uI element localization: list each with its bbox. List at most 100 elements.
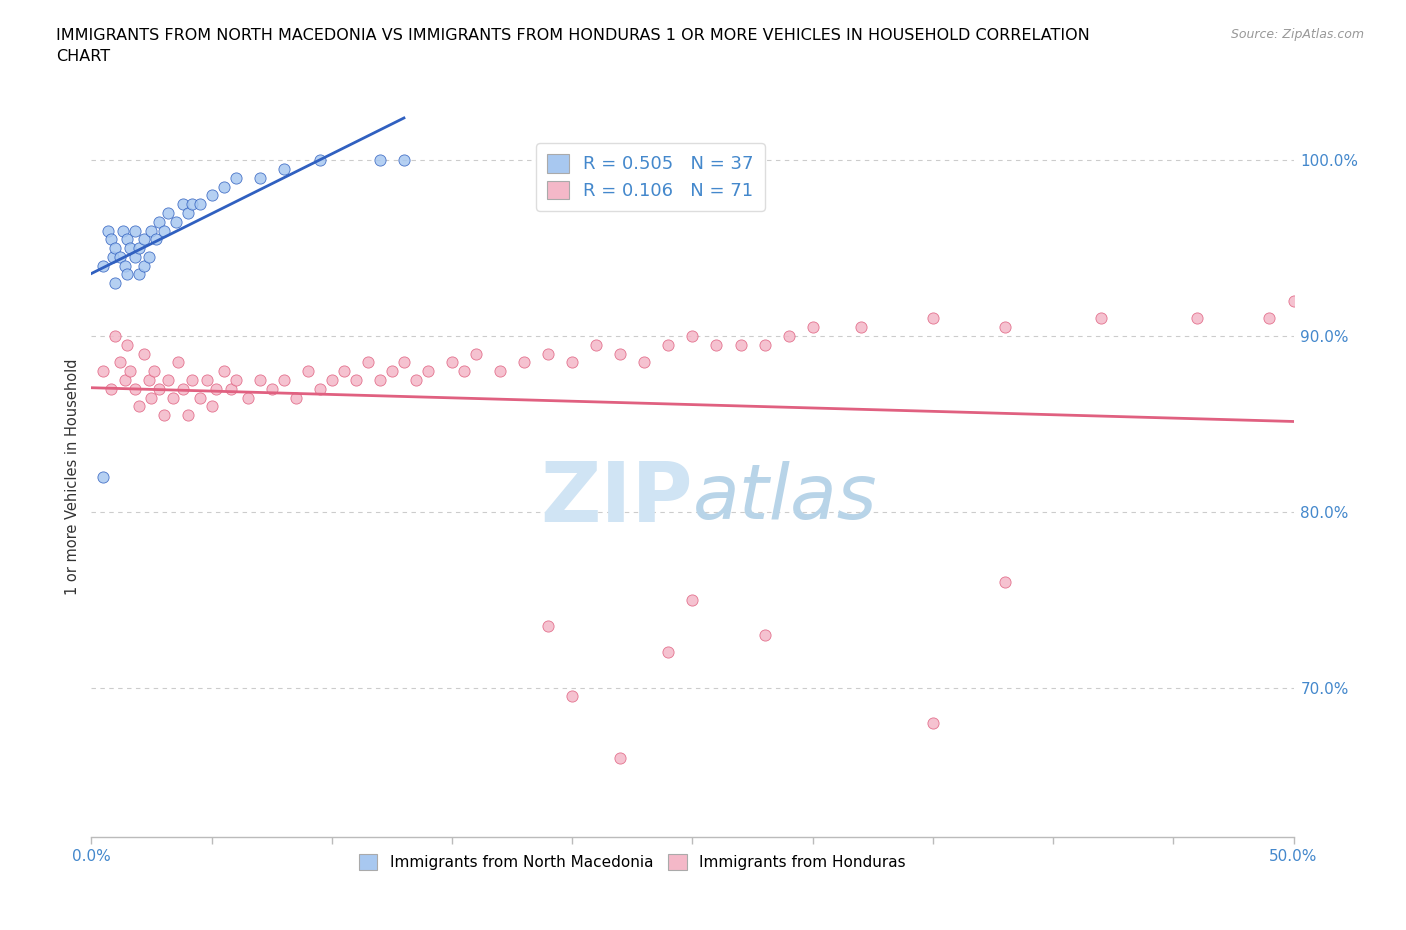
Point bbox=[128, 267, 150, 282]
Point bbox=[730, 338, 752, 352]
Point bbox=[609, 751, 631, 765]
Point bbox=[104, 276, 127, 291]
Point bbox=[93, 469, 115, 484]
Point bbox=[118, 241, 141, 256]
Point bbox=[157, 373, 180, 388]
Point bbox=[205, 381, 228, 396]
Point bbox=[260, 381, 283, 396]
Point bbox=[1282, 293, 1305, 308]
Point bbox=[138, 373, 160, 388]
Point bbox=[128, 241, 150, 256]
Point bbox=[681, 592, 703, 607]
Point bbox=[117, 267, 139, 282]
Point bbox=[849, 320, 872, 335]
Point bbox=[117, 338, 139, 352]
Point bbox=[284, 390, 307, 405]
Point bbox=[142, 364, 165, 379]
Legend: Immigrants from North Macedonia, Immigrants from Honduras: Immigrants from North Macedonia, Immigra… bbox=[353, 848, 911, 876]
Text: atlas: atlas bbox=[692, 461, 877, 536]
Point bbox=[145, 232, 167, 246]
Point bbox=[333, 364, 356, 379]
Point bbox=[101, 249, 124, 264]
Point bbox=[321, 373, 343, 388]
Point bbox=[165, 214, 187, 229]
Point bbox=[117, 232, 139, 246]
Point bbox=[381, 364, 404, 379]
Point bbox=[225, 170, 247, 185]
Point bbox=[273, 373, 295, 388]
Point bbox=[181, 373, 204, 388]
Point bbox=[188, 197, 211, 212]
Point bbox=[188, 390, 211, 405]
Point bbox=[922, 715, 945, 730]
Point bbox=[489, 364, 512, 379]
Point bbox=[308, 153, 330, 167]
Point bbox=[176, 407, 198, 422]
Point bbox=[110, 355, 132, 370]
Point bbox=[93, 259, 115, 273]
Point bbox=[141, 390, 163, 405]
Point bbox=[681, 328, 703, 343]
Point bbox=[561, 355, 583, 370]
Point bbox=[100, 232, 122, 246]
Point bbox=[167, 355, 190, 370]
Point bbox=[249, 170, 271, 185]
Text: IMMIGRANTS FROM NORTH MACEDONIA VS IMMIGRANTS FROM HONDURAS 1 OR MORE VEHICLES I: IMMIGRANTS FROM NORTH MACEDONIA VS IMMIG… bbox=[56, 28, 1090, 64]
Point bbox=[111, 223, 134, 238]
Point bbox=[104, 328, 127, 343]
Point bbox=[405, 373, 427, 388]
Point bbox=[801, 320, 824, 335]
Point bbox=[561, 689, 583, 704]
Point bbox=[357, 355, 380, 370]
Point bbox=[308, 381, 330, 396]
Point bbox=[134, 346, 156, 361]
Point bbox=[110, 249, 132, 264]
Point bbox=[162, 390, 184, 405]
Point bbox=[440, 355, 463, 370]
Point bbox=[368, 373, 391, 388]
Point bbox=[609, 346, 631, 361]
Point bbox=[537, 346, 560, 361]
Point bbox=[201, 188, 224, 203]
Point bbox=[124, 249, 146, 264]
Point bbox=[176, 206, 198, 220]
Point bbox=[754, 338, 776, 352]
Point bbox=[537, 618, 560, 633]
Point bbox=[124, 381, 146, 396]
Point bbox=[513, 355, 536, 370]
Point bbox=[148, 381, 170, 396]
Point bbox=[157, 206, 180, 220]
Point bbox=[633, 355, 655, 370]
Point bbox=[994, 320, 1017, 335]
Point bbox=[1187, 311, 1209, 325]
Point bbox=[138, 249, 160, 264]
Point bbox=[172, 197, 194, 212]
Point bbox=[100, 381, 122, 396]
Point bbox=[104, 241, 127, 256]
Point bbox=[152, 223, 174, 238]
Point bbox=[778, 328, 800, 343]
Point bbox=[93, 364, 115, 379]
Point bbox=[297, 364, 319, 379]
Point bbox=[1258, 311, 1281, 325]
Point bbox=[249, 373, 271, 388]
Point bbox=[657, 645, 679, 660]
Point bbox=[465, 346, 488, 361]
Point bbox=[392, 153, 415, 167]
Point bbox=[114, 259, 136, 273]
Point bbox=[416, 364, 439, 379]
Y-axis label: 1 or more Vehicles in Household: 1 or more Vehicles in Household bbox=[65, 358, 80, 595]
Point bbox=[225, 373, 247, 388]
Point bbox=[195, 373, 218, 388]
Point bbox=[134, 259, 156, 273]
Point bbox=[212, 179, 235, 194]
Point bbox=[994, 575, 1017, 590]
Point bbox=[201, 399, 224, 414]
Point bbox=[97, 223, 120, 238]
Point bbox=[172, 381, 194, 396]
Point bbox=[344, 373, 367, 388]
Point bbox=[114, 373, 136, 388]
Point bbox=[118, 364, 141, 379]
Point bbox=[453, 364, 475, 379]
Point bbox=[585, 338, 607, 352]
